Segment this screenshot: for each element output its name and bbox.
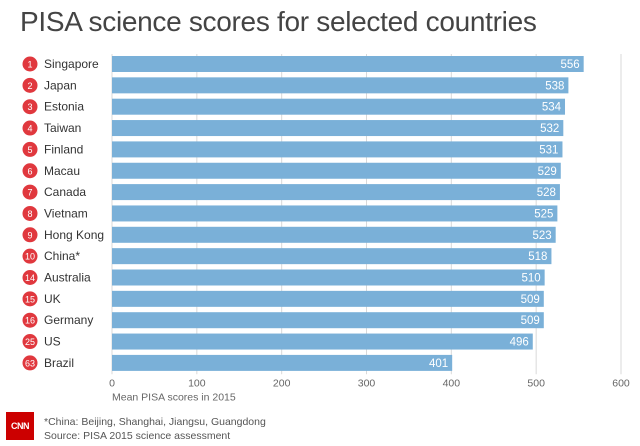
rank-badge [22,205,38,221]
rank-label: 7 [27,188,32,198]
cnn-logo: CNN [6,412,34,440]
category-label: US [44,335,61,349]
x-tick-label: 200 [273,377,291,389]
footnote: *China: Beijing, Shanghai, Jiangsu, Guan… [44,416,266,428]
value-label: 510 [521,273,540,285]
category-label: Vietnam [44,206,88,220]
bar [112,248,552,265]
bar [112,333,533,350]
value-label: 509 [521,294,540,306]
rank-label: 2 [27,81,32,91]
category-label: Estonia [44,100,84,114]
rank-label: 6 [27,166,32,176]
value-label: 528 [537,187,556,199]
value-label: 509 [521,315,540,327]
bar [112,205,558,222]
x-tick-label: 500 [527,377,545,389]
rank-badge [22,163,38,179]
x-tick-label: 100 [188,377,206,389]
x-axis-label: Mean PISA scores in 2015 [112,391,236,403]
rank-badge [22,312,38,328]
bar [112,120,564,137]
rank-label: 16 [25,316,35,326]
rank-label: 4 [27,124,32,134]
value-label: 525 [534,208,553,220]
rank-badge [22,77,38,93]
bar [112,56,584,72]
rank-badge [22,56,38,72]
rank-label: 10 [25,252,35,262]
rank-label: 3 [27,102,32,112]
bar [112,290,544,307]
category-label: Taiwan [44,121,81,135]
rank-badge [22,120,38,136]
value-label: 518 [528,251,547,263]
value-label: 523 [532,230,551,242]
rank-badge [22,227,38,243]
rank-badge [22,184,38,200]
rank-badge [22,141,38,157]
bar [112,184,560,201]
value-label: 538 [545,80,564,92]
x-tick-label: 0 [109,377,115,389]
bar [112,354,453,371]
bar-chart: 0 100 200 300 400 500 600 Mean PISA scores in 2… [22,54,630,403]
rank-label: 14 [25,273,35,283]
rank-label: 5 [27,145,32,155]
source-note: Source: PISA 2015 science assessment [44,430,231,442]
value-label: 532 [540,123,559,135]
bar [112,141,563,158]
rank-badge [22,248,38,264]
bar [112,98,566,115]
category-label: China* [44,249,80,263]
bar [112,312,544,329]
category-label: Australia [44,271,91,285]
category-label: Singapore [44,57,99,71]
rank-label: 8 [27,209,32,219]
rank-badge [22,334,38,350]
rank-badge [22,291,38,307]
category-label: Germany [44,313,93,327]
category-label: Hong Kong [44,228,104,242]
value-label: 496 [510,337,529,349]
x-tick-label: 400 [443,377,461,389]
category-label: Canada [44,185,86,199]
category-label: Brazil [44,356,74,370]
rank-label: 15 [25,294,35,304]
rank-badge [22,99,38,115]
value-label: 401 [429,358,448,370]
bar [112,226,556,243]
bar [112,162,561,179]
value-label: 534 [542,102,562,114]
chart-title: PISA science scores for selected countri… [20,6,537,37]
x-tick-label: 300 [358,377,376,389]
value-label: 556 [560,59,579,71]
rank-label: 9 [27,230,32,240]
value-label: 531 [539,144,558,156]
rank-badge [22,355,38,371]
category-label: Finland [44,142,83,156]
rank-badge [22,270,38,285]
category-label: UK [44,292,61,306]
rank-label: 1 [27,60,32,70]
category-label: Macau [44,164,80,178]
rank-label: 25 [25,337,35,347]
x-tick-label: 600 [612,377,630,389]
category-label: Japan [44,78,77,92]
rank-label: 63 [25,358,35,368]
bar [112,77,569,94]
value-label: 529 [538,166,557,178]
bar [112,269,545,286]
